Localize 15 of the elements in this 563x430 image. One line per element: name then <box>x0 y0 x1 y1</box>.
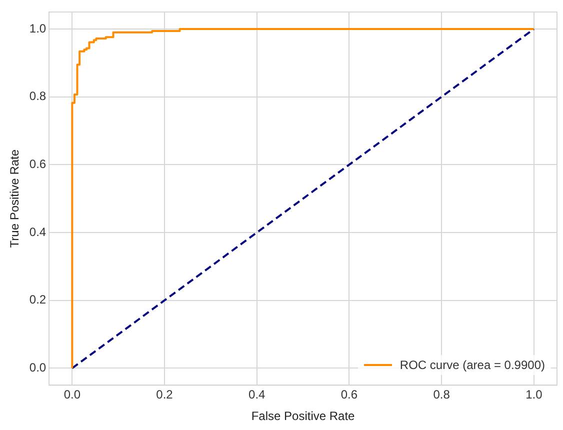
x-tick-label: 1.0 <box>526 388 543 402</box>
y-tick-label: 0.6 <box>29 156 46 171</box>
legend-label: ROC curve (area = 0.9900) <box>400 358 545 372</box>
y-tick-label: 0.4 <box>29 224 46 239</box>
x-axis-title: False Positive Rate <box>251 409 356 424</box>
y-tick-label: 0.2 <box>29 292 46 307</box>
y-tick-label: 1.0 <box>29 21 46 36</box>
x-tick-label: 0.6 <box>340 388 358 402</box>
x-tick-label: 0.2 <box>156 388 174 402</box>
y-tick-label: 0.0 <box>29 360 46 375</box>
y-tick-label: 0.8 <box>29 89 46 104</box>
x-tick-label: 0.8 <box>433 388 450 402</box>
x-tick-label: 0.4 <box>248 388 266 402</box>
y-axis-title: True Positive Rate <box>8 149 22 248</box>
x-tick-label: 0.0 <box>64 388 81 402</box>
